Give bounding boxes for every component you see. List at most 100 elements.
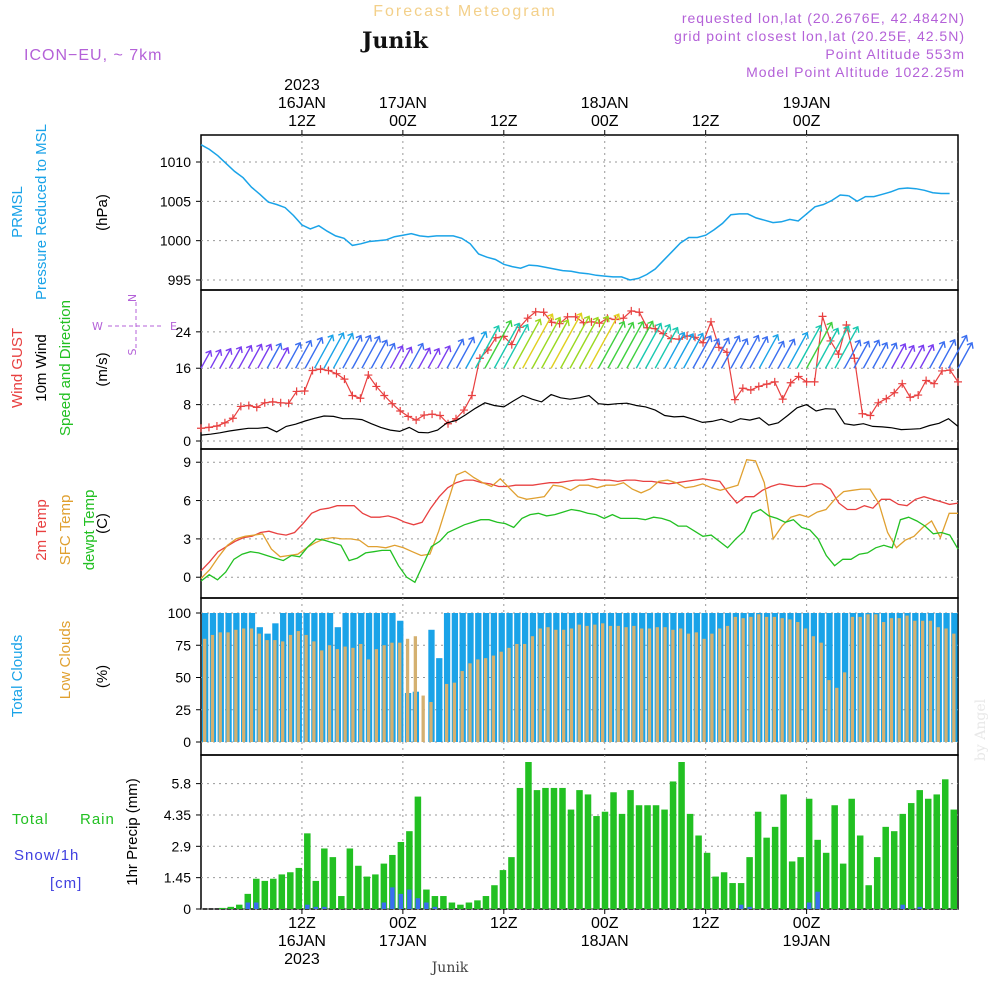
wind-arrow	[692, 335, 713, 369]
gust-marker	[874, 398, 883, 407]
low-cloud-bar	[655, 627, 659, 742]
bottom-axis-label-4-0: 12Z	[692, 915, 720, 932]
wind-arrow	[843, 339, 862, 369]
bottom-axis-label-0-2: 2023	[284, 951, 320, 968]
wind-arrow	[957, 341, 974, 369]
low-cloud-bar	[335, 649, 339, 742]
ytick-label-temperature-2: 6	[183, 493, 191, 509]
low-cloud-bar	[429, 702, 433, 742]
rain-bar	[822, 852, 830, 909]
low-cloud-bar	[913, 620, 917, 742]
snow-bar	[390, 887, 395, 909]
rain-bar	[661, 809, 668, 909]
low-cloud-bar	[944, 628, 948, 742]
rain-bar	[610, 792, 617, 909]
gust-marker	[794, 372, 803, 381]
rain-bar	[533, 790, 541, 909]
credit-text: by Angel	[973, 698, 989, 761]
gust-marker	[268, 397, 277, 406]
wind-arrow	[361, 335, 381, 369]
rain-bar	[355, 865, 362, 909]
wind-arrow	[446, 338, 465, 369]
low-cloud-bar	[920, 620, 925, 742]
gust-marker	[699, 338, 708, 347]
ytick-label-wind-2: 16	[175, 360, 191, 376]
rain-bar	[695, 835, 702, 909]
rain-bar	[831, 805, 838, 909]
gust-marker	[220, 418, 229, 427]
bottom-axis-label-3-1: 18JAN	[581, 933, 629, 950]
ytick-label-precip-2: 2.9	[172, 838, 192, 854]
wind-arrow	[531, 316, 562, 369]
wind-arrow	[294, 339, 313, 369]
gust-marker	[563, 312, 572, 321]
gust-marker	[770, 377, 779, 386]
wind-arrow	[493, 322, 521, 369]
rain-bar	[754, 811, 762, 909]
wind-arrow	[257, 343, 273, 369]
low-cloud-bar	[359, 643, 363, 742]
low-cloud-bar	[796, 622, 800, 742]
wind-arrow	[900, 344, 916, 369]
rain-bar	[729, 883, 736, 909]
low-cloud-bar	[889, 618, 894, 742]
panel-label-6: SFC Temp	[57, 495, 74, 566]
gust-marker	[388, 399, 397, 408]
compass-n: N	[126, 294, 139, 302]
low-cloud-bar	[866, 614, 870, 742]
ytick-label-precip-1: 1.45	[164, 870, 191, 886]
low-cloud-bar	[624, 627, 628, 742]
panel-label-1: Pressure Reduced to MSL	[33, 124, 50, 300]
low-cloud-bar	[343, 646, 347, 742]
top-axis-label-0-1: 16JAN	[278, 95, 326, 112]
top-axis-label-3-1: 00Z	[591, 113, 619, 130]
snow-bar	[747, 906, 752, 909]
low-cloud-bar	[569, 628, 574, 742]
panel-label-4: Speed and Direction	[57, 300, 74, 436]
low-cloud-bar	[897, 618, 901, 742]
wind-arrow	[238, 344, 253, 369]
wind-arrow	[408, 342, 425, 369]
ylabel-precip: 1hr Precip (mm)	[124, 778, 141, 886]
rain-bar	[423, 889, 430, 909]
wind-arrow	[720, 335, 741, 369]
low-cloud-bar	[749, 616, 753, 742]
low-cloud-bar	[772, 616, 777, 742]
panel-label-3: 10m Wind	[33, 334, 50, 402]
gust-marker	[938, 366, 947, 375]
ytick-label-wind-0: 0	[183, 433, 191, 449]
gust-marker	[810, 377, 819, 386]
rain-bar	[542, 787, 549, 909]
rain-bar	[465, 902, 473, 909]
low-cloud-bar	[819, 642, 823, 742]
wind-arrow	[947, 334, 969, 369]
wind-arrow	[881, 342, 898, 369]
gust-marker	[420, 411, 429, 420]
temp-line-0	[200, 478, 959, 572]
gust-marker	[635, 308, 644, 317]
gust-marker	[619, 314, 628, 323]
ytick-label-pressure-3: 1010	[160, 154, 191, 170]
panel-label-rain: Rain	[80, 811, 115, 828]
compass-w: W	[92, 320, 103, 333]
wind-arrow	[607, 321, 635, 369]
bottom-axis-label-5-1: 19JAN	[783, 933, 831, 950]
wind-arrow	[711, 337, 731, 369]
rain-bar	[635, 805, 643, 909]
rain-bar	[312, 880, 320, 909]
snow-bar	[398, 893, 404, 909]
rain-bar	[474, 900, 481, 909]
gust-marker	[228, 414, 237, 423]
gust-marker	[260, 398, 269, 407]
snow-bar	[815, 891, 820, 909]
low-cloud-bar	[835, 687, 839, 742]
rain-bar	[814, 839, 821, 909]
gust-marker	[547, 318, 556, 327]
rain-bar	[865, 885, 872, 909]
gust-marker	[882, 394, 891, 403]
compass-s: S	[126, 348, 139, 355]
rain-bar	[236, 904, 243, 909]
gust-marker	[491, 333, 500, 342]
rain-bar	[678, 762, 685, 909]
low-cloud-bar	[382, 645, 386, 742]
